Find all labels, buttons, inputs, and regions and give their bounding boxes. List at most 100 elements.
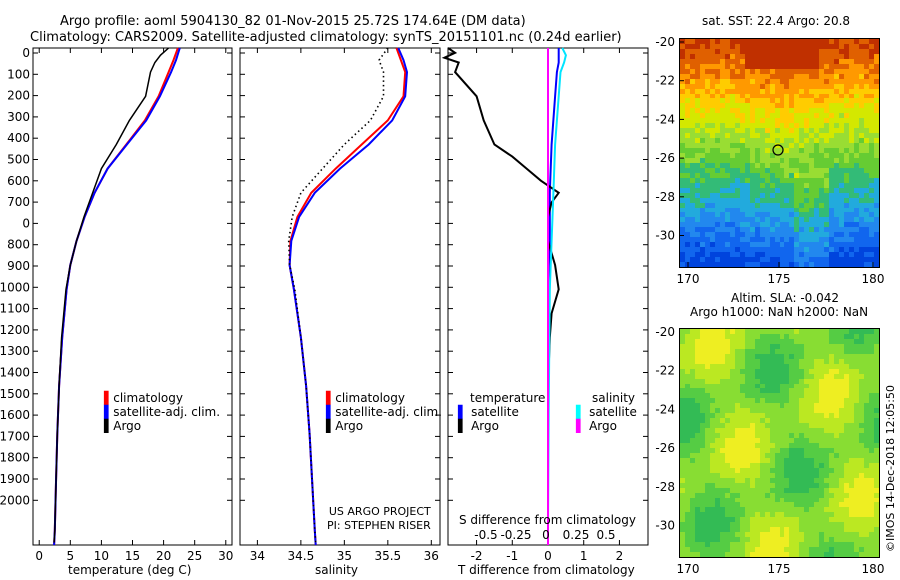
map-cell [764, 113, 771, 119]
map-cell [819, 413, 825, 419]
map-cell [804, 363, 810, 370]
map-cell [809, 192, 815, 199]
map-cell [809, 103, 815, 109]
map-cell [844, 457, 850, 464]
map-cell [684, 128, 691, 134]
map-cell [799, 537, 805, 543]
map-cell [694, 443, 701, 449]
map-cell [874, 467, 879, 474]
map-cell [749, 507, 756, 513]
map-cell [874, 182, 879, 189]
map-cell [744, 507, 751, 513]
map-cell [704, 207, 711, 214]
map-cell [874, 128, 879, 134]
map-cell [874, 58, 879, 65]
map-cell [714, 88, 721, 95]
map-cell [814, 242, 820, 248]
map-cell [729, 329, 736, 335]
map-cell [714, 368, 721, 375]
map-cell [754, 532, 761, 538]
map-cell [714, 477, 721, 484]
map-cell [694, 373, 701, 380]
map-cell [779, 103, 786, 109]
map-cell [779, 262, 786, 267]
map-cell [724, 408, 731, 414]
map-cell [719, 368, 726, 375]
map-cell [789, 197, 795, 204]
map-cell [859, 393, 865, 399]
map-cell [789, 232, 795, 238]
map-cell [704, 83, 711, 90]
map-cell [749, 428, 756, 434]
map-cell [789, 88, 795, 95]
map-cell [809, 148, 815, 154]
map-cell [814, 73, 820, 80]
map-cell [874, 207, 879, 214]
map-cell [864, 433, 870, 439]
map-cell [739, 167, 746, 174]
map-cell [804, 93, 810, 100]
map-cell [869, 237, 875, 243]
map-cell [709, 207, 716, 214]
map-cell [834, 522, 840, 528]
map-cell [854, 443, 860, 449]
map-cell [709, 552, 716, 557]
map-cell [784, 408, 791, 414]
map-cell [849, 48, 855, 55]
map-cell [859, 403, 865, 409]
map-cell [680, 403, 686, 409]
map-cell [680, 363, 686, 370]
map-cell [789, 363, 795, 370]
map-cell [719, 438, 726, 444]
map-cell [874, 242, 879, 248]
map-cell [680, 93, 686, 100]
map-cell [719, 192, 726, 199]
map-cell [689, 212, 696, 219]
map-cell [854, 63, 860, 70]
map-cell [809, 53, 815, 60]
map-cell [834, 348, 840, 355]
credit-project: US ARGO PROJECT [328, 505, 431, 518]
map-cell [704, 438, 711, 444]
map-cell [734, 118, 741, 124]
map-cell [684, 487, 691, 494]
map-cell [819, 338, 825, 345]
map-cell [734, 58, 741, 65]
map-cell [789, 467, 795, 474]
map-cell [789, 348, 795, 355]
map-cell [734, 403, 741, 409]
map-cell [799, 403, 805, 409]
map-cell [864, 103, 870, 109]
map-cell [729, 257, 736, 263]
map-cell [759, 227, 766, 233]
map-cell [779, 187, 786, 194]
map-cell [789, 83, 795, 90]
map-cell [829, 403, 835, 409]
map-cell [714, 93, 721, 100]
map-cell [689, 467, 696, 474]
map-cell [834, 123, 840, 129]
map-cell [754, 202, 761, 209]
map-cell [739, 378, 746, 385]
map-cell [854, 492, 860, 499]
map-cell [789, 373, 795, 380]
map-cell [809, 153, 815, 159]
map-cell [749, 202, 756, 209]
map-cell [844, 212, 850, 219]
map-cell [714, 423, 721, 429]
map-cell [864, 123, 870, 129]
map-cell [739, 552, 746, 557]
map-cell [814, 103, 820, 109]
map-cell [809, 477, 815, 484]
map-cell [764, 123, 771, 129]
map-cell [844, 438, 850, 444]
map-cell [764, 358, 771, 365]
map-cell [689, 143, 696, 149]
map-cell [799, 353, 805, 360]
map-cell [829, 252, 835, 258]
map-cell [680, 222, 686, 228]
map-cell [749, 73, 756, 80]
map-cell [704, 78, 711, 85]
map-cell [749, 207, 756, 214]
map-cell [844, 202, 850, 209]
